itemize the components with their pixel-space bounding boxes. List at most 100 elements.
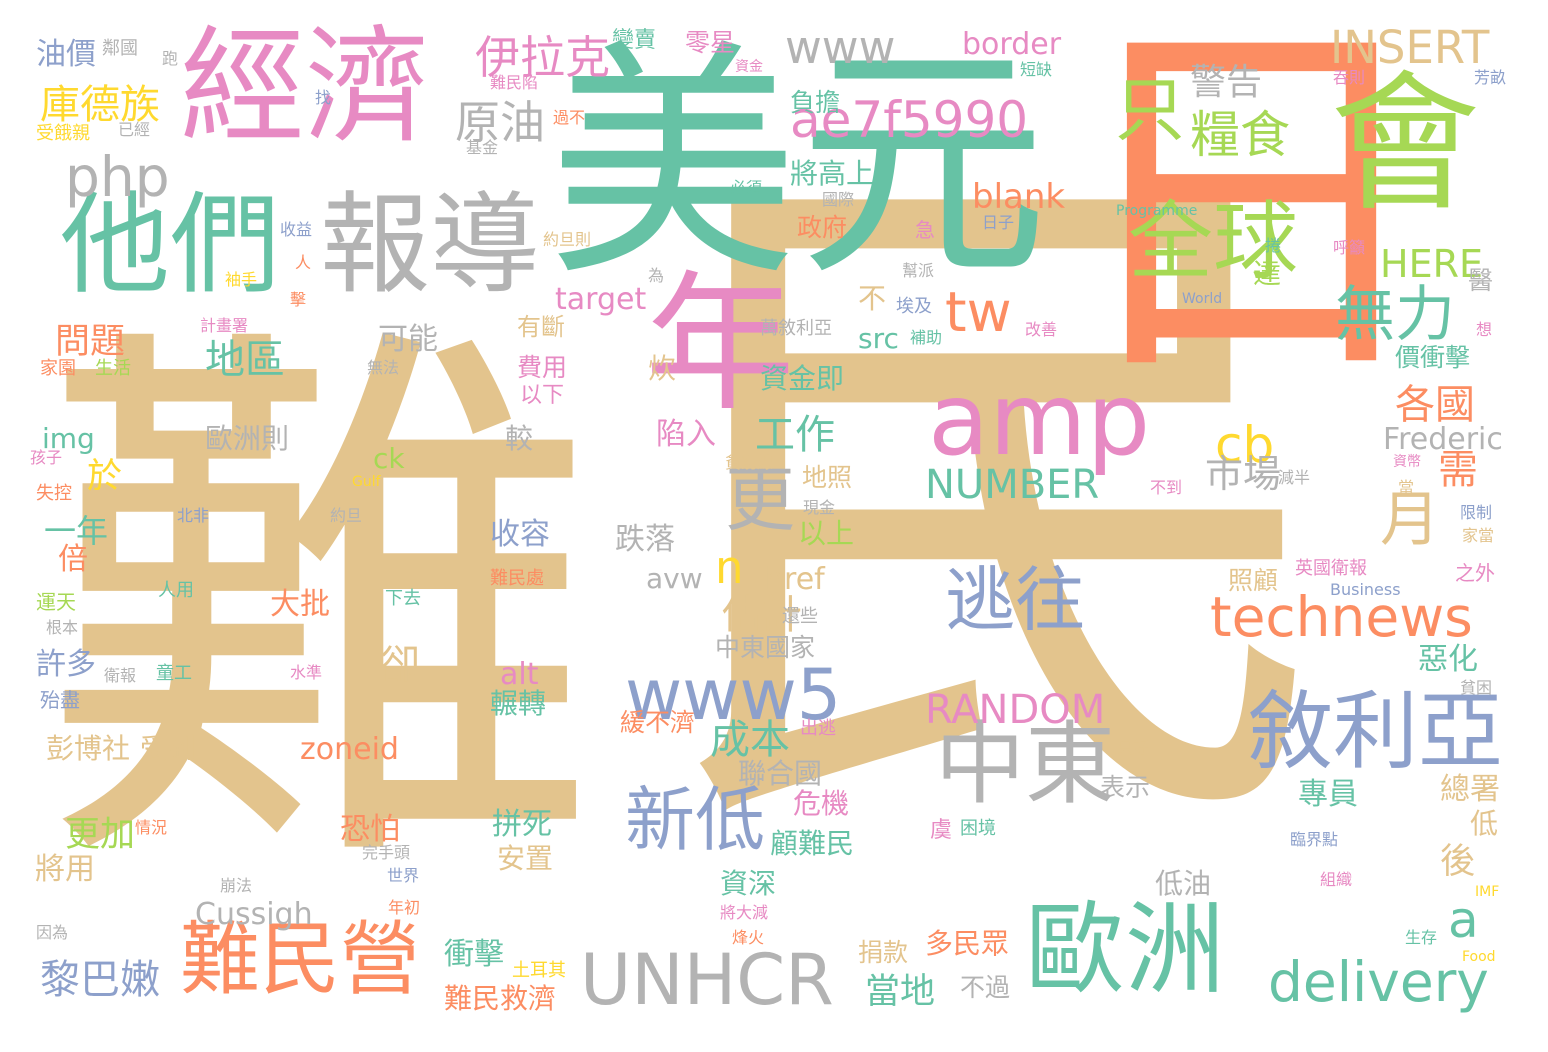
cloud-word: 情況 [135, 818, 168, 837]
cloud-word: 以上 [798, 517, 855, 550]
cloud-word: 以下 [520, 383, 565, 408]
cloud-word: 呼籲 [1333, 238, 1366, 257]
cloud-word: 找 [315, 88, 332, 107]
cloud-word: 月 [1380, 485, 1440, 555]
cloud-word: 限制 [1460, 503, 1493, 522]
cloud-word: 出逃 [800, 718, 836, 739]
cloud-word: 受餓親 [36, 123, 90, 144]
cloud-word: 陷入 [656, 417, 716, 452]
cloud-word: 油價 [36, 37, 96, 72]
cloud-word: img [42, 422, 95, 455]
cloud-word: 埃及 [896, 296, 932, 317]
cloud-word: 無法 [367, 358, 400, 377]
cloud-word: www [785, 21, 896, 74]
cloud-word: NUMBER [925, 462, 1100, 508]
cloud-word: 還些 [782, 606, 818, 627]
cloud-word: 貧困 [1460, 678, 1493, 697]
cloud-word: 年初 [388, 898, 421, 917]
cloud-word: 想 [1476, 320, 1493, 339]
cloud-word: 敘利亞 [1248, 683, 1504, 782]
cloud-word: 當 [1398, 478, 1415, 497]
cloud-word: 日 [1060, 0, 1440, 426]
cloud-word: n [715, 541, 744, 594]
cloud-word: 只好 [1117, 738, 1150, 757]
cloud-word: INSERT [1330, 21, 1490, 74]
cloud-word: 醫 [1468, 266, 1494, 295]
cloud-word: 彭博社 [46, 732, 131, 765]
cloud-word: 世界 [387, 866, 420, 885]
cloud-word: 全球 [1128, 193, 1299, 292]
cloud-word: 不過 [960, 973, 1011, 1002]
cloud-word: 萬敘利亞 [760, 318, 832, 339]
cloud-word: Business [1330, 580, 1401, 599]
cloud-word: 為 [648, 266, 665, 285]
cloud-word: 跌落 [615, 522, 675, 557]
cloud-word: 糧食 [1190, 106, 1290, 164]
cloud-word: 約旦則 [543, 230, 592, 249]
cloud-word: amp [928, 361, 1151, 478]
cloud-word: 一年 [44, 512, 109, 550]
cloud-word: 英國衛報 [1295, 558, 1367, 579]
cloud-word: 運天 [36, 590, 76, 614]
cloud-word: 不 [858, 282, 887, 315]
cloud-word: 土耳其 [512, 960, 566, 981]
cloud-word: 市場 [1205, 452, 1282, 496]
cloud-word: RANDOM [925, 687, 1106, 733]
cloud-word: 烽火 [732, 928, 765, 947]
cloud-word: 現金 [803, 498, 836, 517]
cloud-word: cb [1215, 416, 1275, 474]
cloud-word: 變賣 [612, 28, 657, 53]
cloud-word: 只 [1115, 69, 1185, 151]
cloud-word: 中東國家 [715, 633, 816, 662]
cloud-word: 吞則 [1333, 68, 1366, 87]
cloud-word: World [1182, 291, 1223, 307]
cloud-word: 成本 [710, 717, 790, 763]
cloud-word: technews [1210, 585, 1473, 649]
cloud-word: 無力 [1335, 280, 1455, 350]
cloud-word: 衛報 [104, 666, 137, 685]
cloud-word: 估計 [722, 592, 802, 638]
cloud-word: 收益 [280, 220, 313, 239]
cloud-word: alt [500, 657, 539, 692]
cloud-word: 短缺 [1020, 60, 1053, 79]
cloud-word: Food [1462, 949, 1496, 965]
cloud-word: 資金 [735, 59, 763, 75]
cloud-word: 孩子 [30, 448, 63, 467]
cloud-word: 惡化 [1418, 642, 1478, 677]
cloud-word: Cussigh [195, 897, 313, 932]
cloud-word: 北非 [177, 506, 210, 525]
cloud-word: 美元 [548, 19, 1048, 310]
cloud-word: 水準 [290, 663, 323, 682]
cloud-word: 難 [40, 284, 600, 936]
cloud-word: 費用 [517, 353, 568, 382]
cloud-word: 總署 [1440, 772, 1500, 807]
cloud-word: 於 [87, 457, 123, 497]
cloud-word: 改善 [1025, 320, 1058, 339]
cloud-word: 各國 [1395, 382, 1475, 428]
cloud-word: 難民救濟 [444, 982, 557, 1015]
cloud-word: 必須 [730, 178, 763, 197]
cloud-word: avw [646, 562, 703, 595]
cloud-word: UNHCR [580, 939, 834, 1021]
cloud-word: 完手頭 [362, 843, 411, 862]
cloud-word: 下去 [385, 588, 421, 609]
cloud-word: 價衝擊 [1395, 343, 1471, 372]
cloud-word: blank [972, 177, 1066, 217]
cloud-word: 恐怕 [340, 812, 400, 847]
cloud-word: 人用 [158, 580, 194, 601]
cloud-word: 將大減 [720, 903, 769, 922]
cloud-word: 貧窮線 [725, 453, 774, 472]
cloud-word: 將高上 [790, 157, 875, 190]
cloud-word: 基金 [466, 138, 499, 157]
cloud-word: 照顧 [1228, 566, 1279, 595]
cloud-word: zoneid [300, 732, 399, 767]
cloud-word: 幫派 [902, 261, 935, 280]
cloud-word: 生存 [1405, 928, 1438, 947]
cloud-word: 專員 [1298, 777, 1358, 812]
cloud-word: 衝擊 [444, 937, 504, 972]
cloud-word: 零星 [685, 28, 736, 57]
cloud-word: src [858, 322, 899, 355]
cloud-word: 受到 [140, 732, 197, 765]
cloud-word: 難民處 [490, 568, 544, 589]
